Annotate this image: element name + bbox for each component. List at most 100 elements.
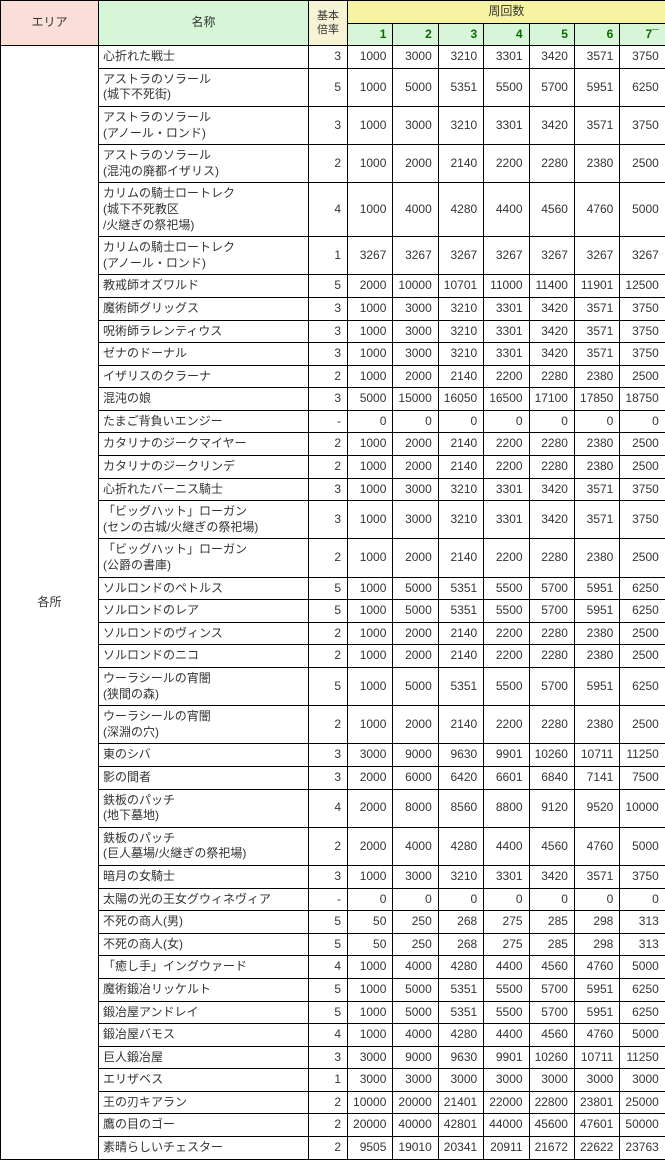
value-cell: 6250: [620, 978, 665, 1001]
base-cell: 5: [309, 978, 348, 1001]
table-body: 各所心折れた戦士31000300032103301342035713750アスト…: [1, 46, 665, 1159]
value-cell: 3000: [574, 1069, 619, 1092]
value-cell: 2500: [620, 365, 665, 388]
value-cell: 3420: [529, 320, 574, 343]
value-cell: 47601: [574, 1114, 619, 1137]
base-cell: 3: [309, 766, 348, 789]
value-cell: 2380: [574, 622, 619, 645]
value-cell: 6601: [484, 766, 529, 789]
value-cell: 1000: [348, 365, 393, 388]
name-cell: エリザベス: [99, 1069, 309, 1092]
value-cell: 4560: [529, 1024, 574, 1047]
value-cell: 1000: [348, 297, 393, 320]
value-cell: 3000: [529, 1069, 574, 1092]
value-cell: 1000: [348, 46, 393, 69]
value-cell: 1000: [348, 145, 393, 183]
value-cell: 2500: [620, 539, 665, 577]
value-cell: 10701: [438, 275, 483, 298]
name-cell: ウーラシールの宵闇(深淵の穴): [99, 706, 309, 744]
value-cell: 9505: [348, 1137, 393, 1160]
value-cell: 2000: [348, 275, 393, 298]
value-cell: 285: [529, 933, 574, 956]
value-cell: 3210: [438, 501, 483, 539]
value-cell: 3420: [529, 343, 574, 366]
value-cell: 2000: [393, 539, 438, 577]
value-cell: 1000: [348, 456, 393, 479]
value-cell: 5000: [348, 388, 393, 411]
base-cell: 3: [309, 501, 348, 539]
table-row: カリムの騎士ロートレク(アノール・ロンド)1326732673267326732…: [1, 237, 665, 275]
value-cell: 4400: [484, 956, 529, 979]
base-cell: 3: [309, 388, 348, 411]
value-cell: 2380: [574, 433, 619, 456]
value-cell: 9901: [484, 1046, 529, 1069]
table-row: 鍛冶屋バモス41000400042804400456047605000: [1, 1024, 665, 1047]
table-row: アストラのソラール(アノール・ロンド)310003000321033013420…: [1, 106, 665, 144]
value-cell: 2140: [438, 433, 483, 456]
value-cell: 5500: [484, 600, 529, 623]
name-cell: 鷹の目のゴー: [99, 1114, 309, 1137]
value-cell: 3301: [484, 501, 529, 539]
table-row: 混沌の娘35000150001605016500171001785018750: [1, 388, 665, 411]
value-cell: 3210: [438, 478, 483, 501]
value-cell: 0: [529, 888, 574, 911]
value-cell: 9120: [529, 789, 574, 827]
base-cell: 4: [309, 789, 348, 827]
value-cell: 275: [484, 911, 529, 934]
value-cell: 0: [393, 888, 438, 911]
name-cell: ソルロンドのニコ: [99, 645, 309, 668]
value-cell: 3000: [438, 1069, 483, 1092]
value-cell: 6250: [620, 577, 665, 600]
value-cell: 4280: [438, 956, 483, 979]
value-cell: 2380: [574, 456, 619, 479]
name-cell: イザリスのクラーナ: [99, 365, 309, 388]
value-cell: 2200: [484, 433, 529, 456]
name-cell: 「癒し手」イングウァード: [99, 956, 309, 979]
header-lap-n: 2: [393, 23, 438, 46]
base-cell: 2: [309, 706, 348, 744]
value-cell: 3000: [393, 1069, 438, 1092]
value-cell: 5951: [574, 68, 619, 106]
value-cell: 2200: [484, 145, 529, 183]
table-row: ソルロンドのニコ21000200021402200228023802500: [1, 645, 665, 668]
base-cell: -: [309, 888, 348, 911]
value-cell: 8000: [393, 789, 438, 827]
value-cell: 3301: [484, 343, 529, 366]
table-row: ウーラシールの宵闇(狭間の森)5100050005351550057005951…: [1, 668, 665, 706]
value-cell: 5700: [529, 668, 574, 706]
header-lap-n: 6: [574, 23, 619, 46]
value-cell: 5951: [574, 978, 619, 1001]
base-cell: 2: [309, 622, 348, 645]
table-row: 魔術師グリッグス31000300032103301342035713750: [1, 297, 665, 320]
value-cell: 6840: [529, 766, 574, 789]
value-cell: 0: [620, 410, 665, 433]
value-cell: 5000: [393, 68, 438, 106]
value-cell: 2140: [438, 645, 483, 668]
value-cell: 3210: [438, 865, 483, 888]
value-cell: 9520: [574, 789, 619, 827]
name-cell: カリムの騎士ロートレク(アノール・ロンド): [99, 237, 309, 275]
value-cell: 18750: [620, 388, 665, 411]
value-cell: 2380: [574, 645, 619, 668]
value-cell: 5500: [484, 577, 529, 600]
value-cell: 3267: [574, 237, 619, 275]
name-cell: アストラのソラール(アノール・ロンド): [99, 106, 309, 144]
value-cell: 4000: [393, 956, 438, 979]
value-cell: 3000: [348, 744, 393, 767]
value-cell: 2140: [438, 456, 483, 479]
name-cell: 呪術師ラレンティウス: [99, 320, 309, 343]
value-cell: 4280: [438, 827, 483, 865]
value-cell: 285: [529, 911, 574, 934]
table-row: 鍛冶屋アンドレイ51000500053515500570059516250: [1, 1001, 665, 1024]
value-cell: 2500: [620, 706, 665, 744]
base-cell: 5: [309, 600, 348, 623]
name-cell: 鍛冶屋バモス: [99, 1024, 309, 1047]
value-cell: 0: [438, 410, 483, 433]
value-cell: 10711: [574, 1046, 619, 1069]
value-cell: 6420: [438, 766, 483, 789]
name-cell: 素晴らしいチェスター: [99, 1137, 309, 1160]
base-cell: 2: [309, 1137, 348, 1160]
header-name: 名称: [99, 1, 309, 46]
value-cell: 0: [393, 410, 438, 433]
value-cell: 3000: [620, 1069, 665, 1092]
